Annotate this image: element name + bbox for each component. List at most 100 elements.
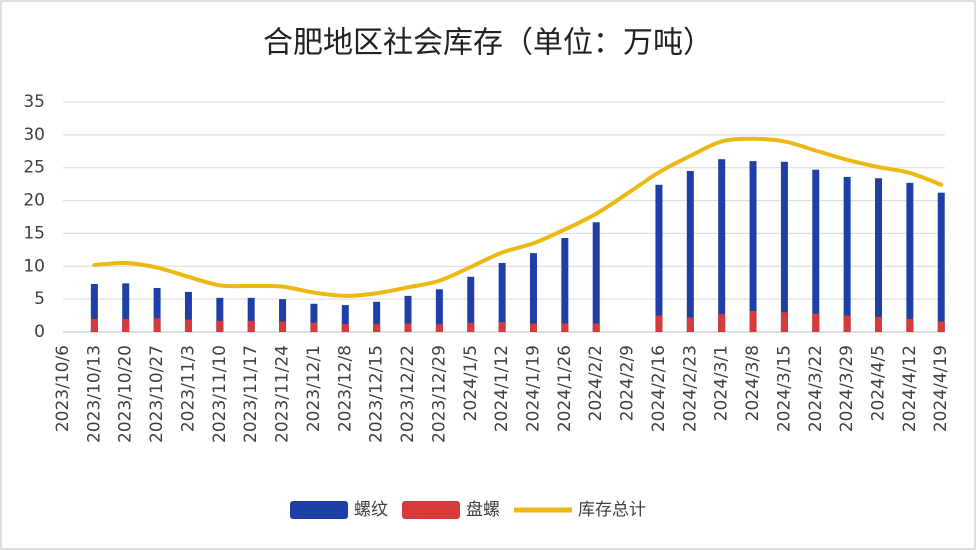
y-tick-label: 25 (23, 158, 45, 178)
x-tick-label: 2023/11/10 (210, 345, 230, 443)
legend-label: 库存总计 (578, 500, 646, 520)
bar (310, 303, 318, 332)
bar (906, 182, 914, 332)
bar (655, 315, 663, 332)
x-tick-label: 2024/3/22 (806, 345, 826, 432)
bar (247, 320, 255, 332)
x-tick-label: 2023/12/15 (367, 345, 387, 443)
bar (529, 253, 537, 332)
x-tick-label: 2024/2/2 (586, 345, 606, 421)
bar (686, 171, 694, 332)
x-tick-label: 2024/1/19 (523, 345, 543, 432)
x-tick-label: 2023/11/17 (241, 345, 261, 443)
legend-swatch (290, 501, 348, 519)
bar (875, 316, 883, 332)
bar (122, 318, 130, 332)
legend-label: 螺纹 (354, 500, 388, 520)
x-tick-label: 2024/3/15 (774, 345, 794, 432)
y-tick-label: 30 (23, 125, 45, 145)
bar (843, 176, 851, 332)
bar (561, 323, 569, 332)
x-tick-label: 2024/2/9 (618, 345, 638, 421)
bar (561, 238, 569, 332)
x-tick-label: 2024/1/5 (461, 345, 481, 421)
bar (153, 287, 161, 332)
bar (498, 263, 506, 332)
x-tick-label: 2024/2/16 (649, 345, 669, 432)
bar (498, 322, 506, 332)
bar (373, 324, 381, 332)
x-tick-label: 2024/1/26 (555, 345, 575, 432)
x-tick-label: 2023/12/1 (304, 345, 324, 432)
bar (686, 317, 694, 332)
bar (341, 305, 349, 332)
bar (718, 314, 726, 332)
bar (875, 178, 883, 332)
bar (467, 322, 475, 332)
y-tick-label: 20 (23, 191, 45, 211)
bar (153, 318, 161, 332)
bar (90, 318, 98, 332)
x-tick-label: 2023/10/13 (84, 345, 104, 443)
bar (184, 291, 192, 332)
y-tick-label: 5 (34, 289, 45, 309)
bar (749, 310, 757, 332)
x-tick-label: 2023/10/20 (116, 345, 136, 443)
x-tick-label: 2023/10/27 (147, 345, 167, 443)
bar (279, 321, 287, 332)
bar (435, 289, 443, 332)
x-tick-label: 2023/10/6 (53, 345, 73, 432)
x-tick-label: 2024/4/12 (900, 345, 920, 432)
x-tick-label: 2024/1/12 (492, 345, 512, 432)
bar (341, 324, 349, 332)
bar (279, 299, 287, 332)
bar (906, 318, 914, 332)
x-tick-label: 2023/12/29 (429, 345, 449, 443)
x-tick-label: 2023/11/24 (273, 345, 293, 443)
bar (529, 323, 537, 332)
x-tick-label: 2024/4/19 (931, 345, 951, 432)
bar (216, 297, 224, 332)
y-tick-label: 10 (23, 256, 45, 276)
x-tick-label: 2024/3/8 (743, 345, 763, 421)
bar (404, 295, 412, 332)
bar (310, 322, 318, 332)
bar (90, 284, 98, 332)
bar (247, 297, 255, 332)
line (92, 136, 944, 298)
x-tick-label: 2023/12/22 (398, 345, 418, 443)
bar (122, 283, 130, 332)
bar (592, 323, 600, 332)
bar (655, 184, 663, 332)
x-tick-label: 2024/4/5 (869, 345, 889, 421)
legend-swatch (402, 501, 460, 519)
x-tick-label: 2023/12/8 (335, 345, 355, 432)
bar (843, 315, 851, 332)
x-tick-label: 2024/3/29 (837, 345, 857, 432)
bar (592, 222, 600, 332)
chart-title: 合肥地区社会库存（单位：万吨） (263, 26, 713, 61)
bar (435, 324, 443, 332)
y-tick-label: 0 (34, 322, 45, 342)
bar (718, 159, 726, 332)
bar (780, 161, 788, 332)
x-tick-label: 2024/3/1 (712, 345, 732, 421)
bar (373, 301, 381, 332)
x-tick-label: 2023/11/3 (178, 345, 198, 432)
legend-label: 盘螺 (466, 500, 500, 520)
bar (780, 312, 788, 332)
bar (216, 320, 224, 332)
bar (467, 276, 475, 332)
y-tick-label: 15 (23, 223, 45, 243)
bar (184, 319, 192, 332)
bar (749, 161, 757, 332)
bar (812, 169, 820, 332)
y-tick-label: 35 (23, 92, 45, 112)
bar (937, 321, 945, 332)
bar (812, 313, 820, 332)
x-tick-label: 2024/2/23 (680, 345, 700, 432)
bar (404, 323, 412, 332)
bar (937, 192, 945, 332)
